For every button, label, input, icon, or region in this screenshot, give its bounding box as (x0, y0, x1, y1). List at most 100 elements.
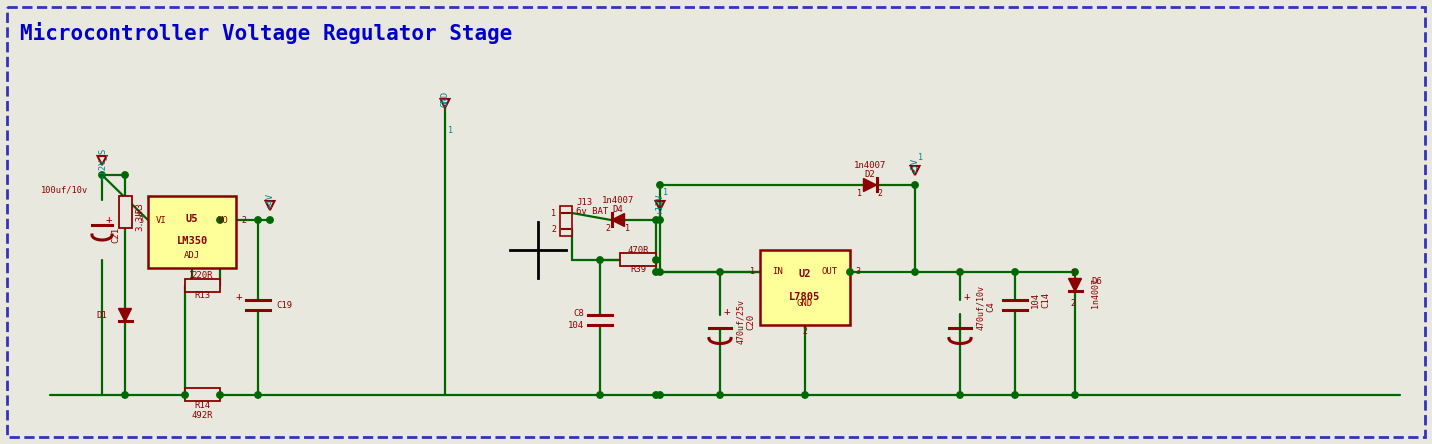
Text: +: + (964, 292, 971, 302)
Circle shape (846, 269, 853, 275)
Text: 104: 104 (1031, 292, 1040, 308)
Text: C4: C4 (987, 301, 995, 313)
Circle shape (957, 269, 964, 275)
Circle shape (657, 217, 663, 223)
Circle shape (1071, 392, 1078, 398)
Text: GND: GND (798, 300, 813, 309)
Circle shape (653, 269, 659, 275)
Text: 100uf/10v: 100uf/10v (40, 186, 87, 194)
Text: 1: 1 (918, 152, 924, 162)
Circle shape (653, 392, 659, 398)
Text: 1n4007: 1n4007 (1091, 278, 1100, 308)
Text: +: + (106, 215, 113, 225)
Text: ADJ: ADJ (183, 250, 200, 260)
Text: LM350: LM350 (176, 236, 208, 246)
Circle shape (1012, 392, 1018, 398)
Text: 1n4007: 1n4007 (601, 195, 634, 205)
Text: 2: 2 (802, 328, 808, 337)
Polygon shape (863, 178, 876, 191)
Text: 2: 2 (1071, 298, 1075, 308)
Circle shape (1012, 269, 1018, 275)
Circle shape (657, 392, 663, 398)
Circle shape (122, 172, 129, 178)
Text: R14: R14 (193, 400, 211, 409)
Circle shape (717, 269, 723, 275)
Circle shape (717, 392, 723, 398)
Text: 470uf/10v: 470uf/10v (977, 285, 985, 329)
Text: C8: C8 (573, 309, 584, 318)
Circle shape (255, 392, 261, 398)
Circle shape (255, 217, 261, 223)
Text: 2: 2 (241, 215, 246, 225)
Circle shape (597, 257, 603, 263)
Polygon shape (611, 214, 624, 226)
Circle shape (216, 217, 223, 223)
Text: GND: GND (441, 91, 450, 107)
Circle shape (912, 269, 918, 275)
FancyBboxPatch shape (147, 196, 236, 268)
FancyBboxPatch shape (185, 388, 221, 401)
Text: 470R: 470R (627, 246, 649, 254)
Text: U5: U5 (186, 214, 198, 224)
FancyBboxPatch shape (620, 254, 656, 266)
Text: 1: 1 (448, 126, 453, 135)
FancyBboxPatch shape (7, 7, 1425, 437)
Circle shape (99, 172, 105, 178)
Text: 470uf/25v: 470uf/25v (736, 300, 745, 345)
FancyBboxPatch shape (185, 280, 221, 293)
Circle shape (912, 182, 918, 188)
Text: R13: R13 (193, 292, 211, 301)
Circle shape (122, 392, 129, 398)
Text: VO: VO (218, 215, 228, 225)
Circle shape (216, 392, 223, 398)
Text: L7805: L7805 (789, 292, 821, 301)
Text: 220R: 220R (192, 271, 213, 281)
Text: 3: 3 (855, 267, 861, 277)
Text: 1: 1 (858, 189, 862, 198)
Circle shape (1071, 269, 1078, 275)
Text: +5V: +5V (911, 158, 919, 174)
FancyBboxPatch shape (119, 196, 132, 228)
Text: 1: 1 (750, 267, 755, 277)
Text: 3.3k: 3.3k (135, 209, 145, 231)
Text: 2: 2 (878, 189, 882, 198)
Text: J13: J13 (576, 198, 591, 206)
Text: R3: R3 (135, 202, 145, 214)
FancyBboxPatch shape (760, 250, 851, 325)
Text: D2: D2 (865, 170, 875, 178)
Circle shape (266, 217, 274, 223)
Text: C21: C21 (112, 227, 120, 243)
Text: 1: 1 (1071, 269, 1075, 278)
Polygon shape (119, 309, 132, 321)
Circle shape (182, 392, 188, 398)
Text: U2: U2 (799, 269, 812, 279)
Text: 1: 1 (626, 223, 630, 233)
Text: D1: D1 (96, 310, 107, 320)
Text: 492R: 492R (192, 411, 213, 420)
Text: +4V: +4V (265, 193, 275, 209)
Circle shape (957, 392, 964, 398)
Text: C20: C20 (746, 314, 755, 330)
Text: +12V_S: +12V_S (97, 148, 106, 180)
Text: D4: D4 (613, 205, 623, 214)
Text: IN: IN (772, 267, 783, 277)
Text: 1n4007: 1n4007 (853, 160, 886, 170)
Text: 2: 2 (606, 223, 610, 233)
Text: +12V: +12V (656, 193, 664, 214)
Text: Microcontroller Voltage Regulator Stage: Microcontroller Voltage Regulator Stage (20, 22, 513, 44)
Circle shape (653, 217, 659, 223)
Text: OUT: OUT (822, 267, 838, 277)
Text: 3: 3 (137, 215, 143, 225)
Text: 104: 104 (569, 321, 584, 329)
Text: 6v BAT: 6v BAT (576, 206, 609, 215)
Circle shape (657, 182, 663, 188)
Text: 1: 1 (663, 187, 667, 197)
Text: +: + (235, 292, 242, 302)
Text: C14: C14 (1041, 292, 1050, 308)
Text: D6: D6 (1091, 278, 1101, 286)
Text: R39: R39 (630, 266, 646, 274)
Circle shape (653, 257, 659, 263)
Text: 2: 2 (551, 225, 556, 234)
Text: VI: VI (156, 215, 166, 225)
Text: 1: 1 (551, 209, 556, 218)
